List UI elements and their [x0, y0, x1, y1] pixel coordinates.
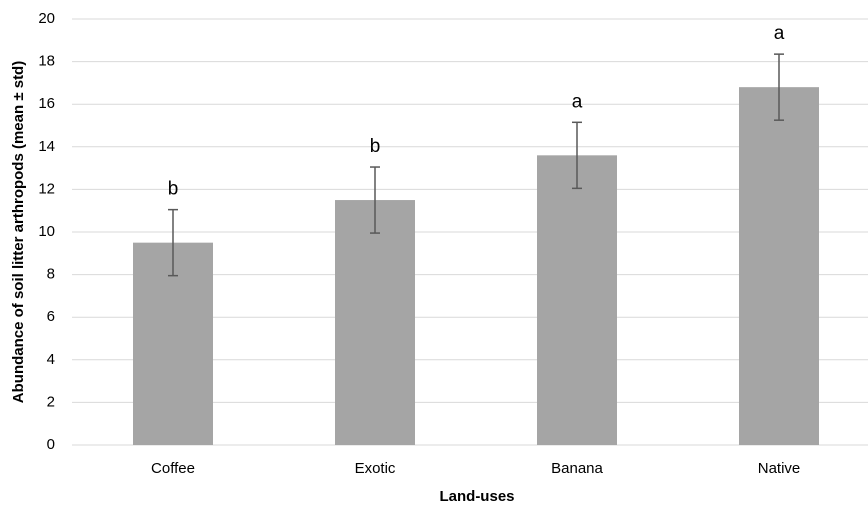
y-tick-label: 6 — [47, 308, 55, 325]
annotation: b — [370, 136, 381, 157]
y-tick-label: 14 — [38, 138, 55, 155]
y-tick-label: 16 — [38, 95, 55, 112]
y-axis-label: Abundance of soil litter arthropods (mea… — [10, 61, 27, 403]
y-tick-label: 10 — [38, 223, 55, 240]
y-tick-label: 8 — [47, 266, 55, 283]
error-bar — [774, 53, 784, 121]
y-tick-label: 20 — [38, 10, 55, 27]
error-bar — [168, 208, 178, 277]
bar — [335, 200, 415, 445]
annotation: a — [572, 91, 583, 112]
bar — [537, 155, 617, 445]
y-tick-label: 2 — [47, 393, 55, 410]
y-tick-label: 12 — [38, 180, 55, 197]
error-bar — [370, 166, 380, 234]
annotation: b — [168, 179, 179, 200]
y-tick-label: 0 — [47, 436, 55, 453]
x-tick-label: Banana — [551, 460, 603, 477]
y-tick-label: 18 — [38, 53, 55, 70]
x-tick-label: Exotic — [355, 460, 396, 477]
error-bar — [572, 121, 582, 190]
x-tick-label: Coffee — [151, 460, 195, 477]
annotation: a — [774, 23, 785, 44]
x-axis-label: Land-uses — [439, 488, 514, 505]
y-tick-label: 4 — [47, 351, 55, 368]
x-tick-label: Native — [758, 460, 801, 477]
bar — [739, 87, 819, 445]
